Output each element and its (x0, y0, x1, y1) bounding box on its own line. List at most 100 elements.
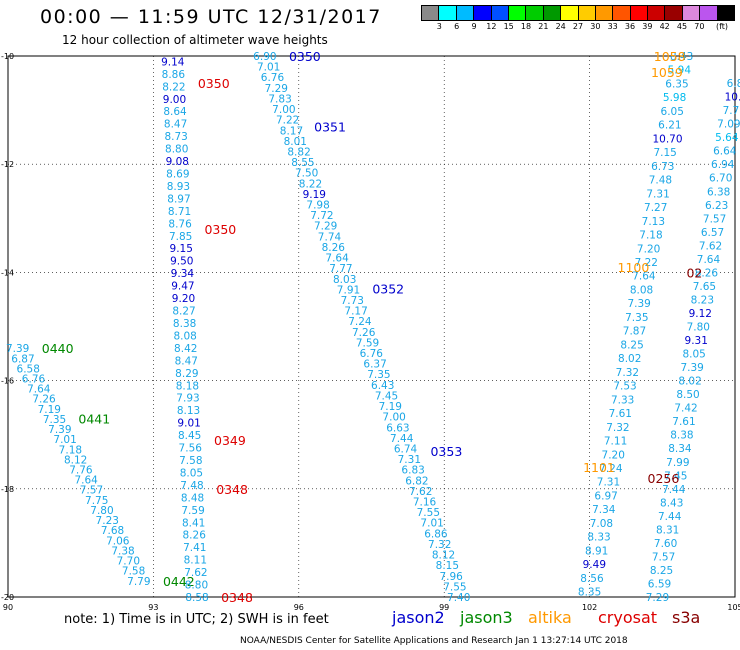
footnote: note: 1) Time is in UTC; 2) SWH is in fe… (64, 612, 329, 627)
pass-time-label: 0350 (289, 49, 321, 64)
wave-height-value: 8.23 (691, 294, 714, 306)
wave-height-value: 9.47 (171, 281, 194, 293)
y-tick-label: -14 (1, 268, 14, 277)
wave-height-value: 7.08 (590, 518, 613, 530)
wave-height-value: 8.47 (164, 119, 187, 131)
wave-height-value: 7.61 (609, 408, 632, 420)
wave-height-value: 7.09 (717, 119, 740, 131)
wave-height-value: 6.57 (701, 227, 724, 239)
wave-height-value: 7.48 (649, 175, 672, 187)
wave-height-value: 7.32 (428, 539, 451, 551)
wave-height-value: 7.06 (106, 535, 130, 547)
color-scale-tick: 12 (486, 22, 497, 31)
wave-height-value: 7.44 (390, 433, 414, 445)
color-scale-cell (474, 6, 492, 20)
wave-height-value: 5.94 (668, 65, 692, 77)
pass-time-label: 0442 (163, 574, 195, 589)
wave-height-value: 7.01 (53, 434, 76, 446)
wave-height-value: 7.18 (639, 230, 662, 242)
wave-height-value: 7.19 (379, 401, 402, 413)
pass-time-label: 0440 (42, 341, 74, 356)
wave-height-value: 7.31 (398, 454, 421, 466)
wave-height-value: 6.63 (386, 422, 409, 434)
wave-height-value: 8.01 (284, 136, 307, 148)
color-scale-cell (439, 6, 457, 20)
pass-time-label: 0350 (204, 222, 236, 237)
wave-height-value: 7.64 (27, 384, 51, 396)
wave-height-value: 7.45 (375, 390, 398, 402)
wave-height-value: 8.76 (168, 218, 192, 230)
wave-height-value: 7.29 (314, 221, 337, 233)
wave-height-value: 8.41 (182, 517, 205, 529)
wave-height-value: 8.38 (670, 430, 693, 442)
wave-height-value: 6.64 (713, 146, 737, 158)
color-scale-cell (613, 6, 631, 20)
wave-height-value: 7.57 (80, 485, 103, 497)
wave-height-value: 9.50 (170, 256, 193, 268)
x-tick-label: 96 (294, 603, 304, 612)
wave-height-value: 7.18 (59, 444, 82, 456)
wave-height-value: 7.73 (341, 295, 364, 307)
wave-height-value: 6.76 (360, 348, 384, 360)
wave-height-value: 6.05 (661, 106, 684, 118)
y-tick-label: -10 (1, 52, 14, 61)
wave-height-value: 7.20 (602, 449, 625, 461)
wave-height-value: 6.90 (253, 51, 276, 63)
pass-time-label: 0256 (648, 471, 680, 486)
pass-time-label: 0441 (78, 411, 110, 426)
pass-time-label: 1058 (654, 49, 686, 64)
wave-height-value: 6.38 (707, 186, 730, 198)
color-scale-cell (543, 6, 562, 20)
wave-height-value: 7.17 (344, 306, 367, 318)
wave-height-value: 8.93 (167, 181, 190, 193)
wave-height-value: 8.31 (656, 524, 679, 536)
pass-time-label: 0349 (214, 433, 246, 448)
wave-height-value: 6.43 (371, 380, 394, 392)
wave-height-value: 7.64 (632, 271, 656, 283)
wave-height-value: 10.70 (652, 133, 682, 145)
wave-height-value: 7.32 (606, 422, 629, 434)
wave-height-value: 6.87 (11, 353, 34, 365)
wave-height-value: 8.12 (64, 454, 87, 466)
wave-height-value: 8.56 (580, 573, 604, 585)
wave-height-value: 8.91 (585, 545, 608, 557)
wave-height-value: 7.39 (6, 343, 29, 355)
wave-height-value: 6.8 (727, 78, 740, 90)
wave-height-value: 7.42 (674, 403, 697, 415)
wave-height-value: 8.12 (432, 550, 455, 562)
wave-height-value: 7.80 (687, 322, 710, 334)
wave-height-value: 7.15 (653, 147, 676, 159)
wave-height-value: 7.62 (409, 486, 432, 498)
wave-height-value: 7.59 (356, 337, 379, 349)
wave-height-value: 7.64 (325, 253, 349, 265)
wave-height-value: 8.82 (287, 146, 310, 158)
wave-height-value: 7.60 (654, 538, 677, 550)
wave-height-value: 7.87 (623, 326, 646, 338)
wave-height-value: 7.39 (627, 298, 650, 310)
wave-height-value: 7.72 (310, 210, 333, 222)
wave-height-value: 6.70 (709, 173, 732, 185)
color-scale-tick: 42 (659, 22, 670, 31)
wave-height-value: 8.38 (173, 318, 196, 330)
pass-time-label: 02 (686, 265, 702, 280)
wave-height-value: 7.83 (268, 93, 291, 105)
wave-height-value: 7.7 (723, 105, 740, 117)
wave-height-value: 6.94 (711, 159, 735, 171)
wave-height-value: 9.19 (303, 189, 326, 201)
wave-height-value: 8.71 (168, 206, 191, 218)
wave-height-value: 8.47 (175, 355, 198, 367)
y-tick-label: -16 (1, 377, 14, 386)
wave-height-value: 8.05 (682, 349, 705, 361)
wave-height-value: 7.35 (625, 312, 648, 324)
wave-height-value: 8.22 (299, 178, 322, 190)
color-scale-cell (456, 6, 475, 20)
wave-height-value: 8.17 (280, 125, 303, 137)
wave-height-value: 7.62 (184, 567, 207, 579)
legend-entry-s3a: s3a (672, 608, 701, 627)
color-scale-cell (717, 6, 735, 20)
wave-height-value: 8.03 (333, 274, 356, 286)
wave-height-value: 8.29 (175, 368, 198, 380)
wave-height-value: 8.26 (183, 530, 207, 542)
color-scale-cell (595, 6, 614, 20)
wave-height-value: 8.15 (436, 560, 459, 572)
